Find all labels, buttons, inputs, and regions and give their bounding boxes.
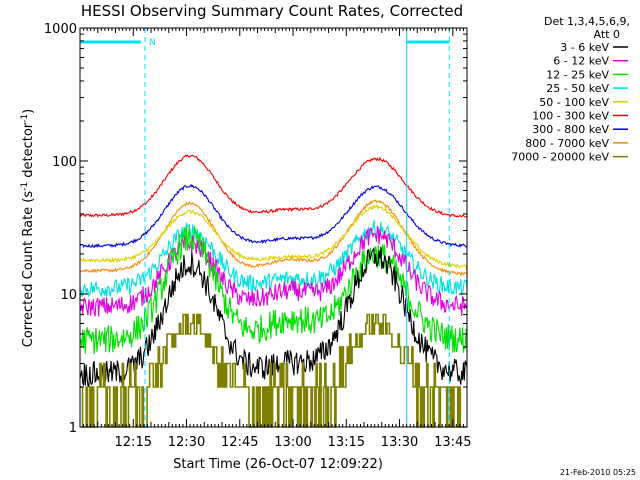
x-tick-label: 13:30 [381,435,418,450]
series-line [79,183,468,249]
x-tick-label: 12:45 [221,435,258,450]
axes-layer: 12:15 12:30 12:45 13:00 13:15 13:30 13:45 1 10 10… [44,22,472,450]
plot-area [79,27,468,428]
legend-header: Det 1,3,4,5,6,9, [544,15,630,28]
y-tick-label: 1 [69,421,77,436]
x-tick-label: 12:15 [115,435,152,450]
chart-title: HESSI Observing Summary Count Rates, Cor… [81,2,463,20]
y-axis-label: Corrected Count Rate (s-1 detector-1) [20,109,36,347]
y-tick-label: 1000 [44,22,77,37]
flag-label: N [149,38,156,48]
x-tick-label: 13:15 [328,435,365,450]
legend-label: 50 - 100 keV [539,96,609,109]
series-layer [79,154,468,428]
x-tick-label: 13:00 [274,435,311,450]
y-tick-label: 100 [52,155,77,170]
legend-header: Att 0 [594,28,620,41]
series-line [80,199,468,277]
legend-label: 6 - 12 keV [553,55,609,68]
series-line [79,204,468,271]
y-tick-label: 10 [60,288,77,303]
x-tick-label: 13:45 [434,435,471,450]
series-line [79,246,468,389]
legend-label: 7000 - 20000 keV [511,151,609,164]
legend-label: 800 - 7000 keV [525,137,609,150]
flags-layer: N [80,28,450,427]
series-line [79,154,468,218]
x-tick-label: 12:30 [168,435,205,450]
footer-timestamp: 21-Feb-2010 05:25 [560,468,636,477]
series-line [79,226,468,355]
legend-label: 3 - 6 keV [560,41,609,54]
legend-label: 12 - 25 keV [546,68,609,81]
x-axis-label: Start Time (26-Oct-07 12:09:22) [173,457,383,472]
legend-label: 300 - 800 keV [532,123,609,136]
legend-label: 100 - 300 keV [532,110,609,123]
series-line [79,220,468,298]
legend-label: 25 - 50 keV [546,82,609,95]
